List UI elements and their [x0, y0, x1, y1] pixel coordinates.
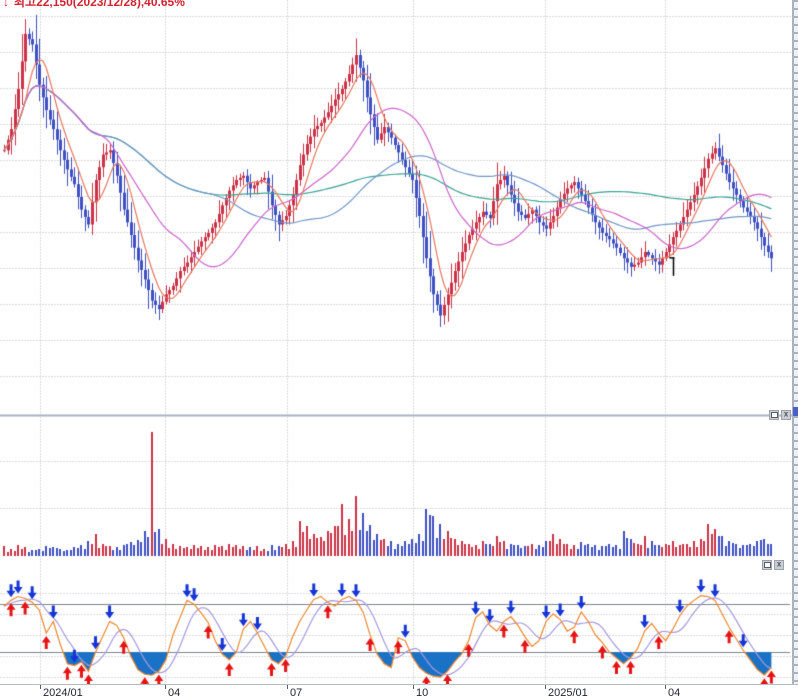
close-icon: x: [776, 559, 782, 569]
restore-window-button[interactable]: [762, 560, 772, 570]
time-axis-label: 2025/01: [548, 687, 588, 699]
close-icon: x: [783, 409, 789, 419]
time-axis-label: 10: [416, 687, 429, 699]
time-axis-label: 07: [290, 687, 303, 699]
time-axis-tick: [40, 685, 41, 689]
time-axis-tick: [545, 685, 546, 689]
time-axis-label: 2024/01: [43, 687, 83, 699]
highest-price-annotation: ↓ 최고22,150(2023/12/28),40.65%: [3, 0, 185, 10]
restore-window-icon: [770, 412, 778, 418]
price-axis-scroll-strip[interactable]: [792, 0, 798, 684]
time-axis: 2024/01 04 07 10 2025/01 04: [0, 684, 798, 700]
price-panel-window-controls: x: [769, 410, 791, 420]
time-axis-tick: [287, 685, 288, 689]
restore-window-button[interactable]: [769, 410, 779, 420]
panel-splitter-handle[interactable]: [793, 407, 798, 416]
close-panel-button[interactable]: x: [781, 410, 791, 420]
time-axis-tick: [665, 685, 666, 689]
time-axis-tick: [413, 685, 414, 689]
time-axis-label: 04: [168, 687, 181, 699]
indicator-panel-window-controls: x: [762, 560, 784, 570]
arrow-down-icon: ↓: [3, 0, 9, 9]
close-panel-button[interactable]: x: [774, 560, 784, 570]
restore-window-icon: [763, 562, 771, 568]
time-axis-label: 04: [668, 687, 681, 699]
highest-price-text: 최고22,150(2023/12/28),40.65%: [14, 0, 185, 9]
time-axis-tick: [165, 685, 166, 689]
